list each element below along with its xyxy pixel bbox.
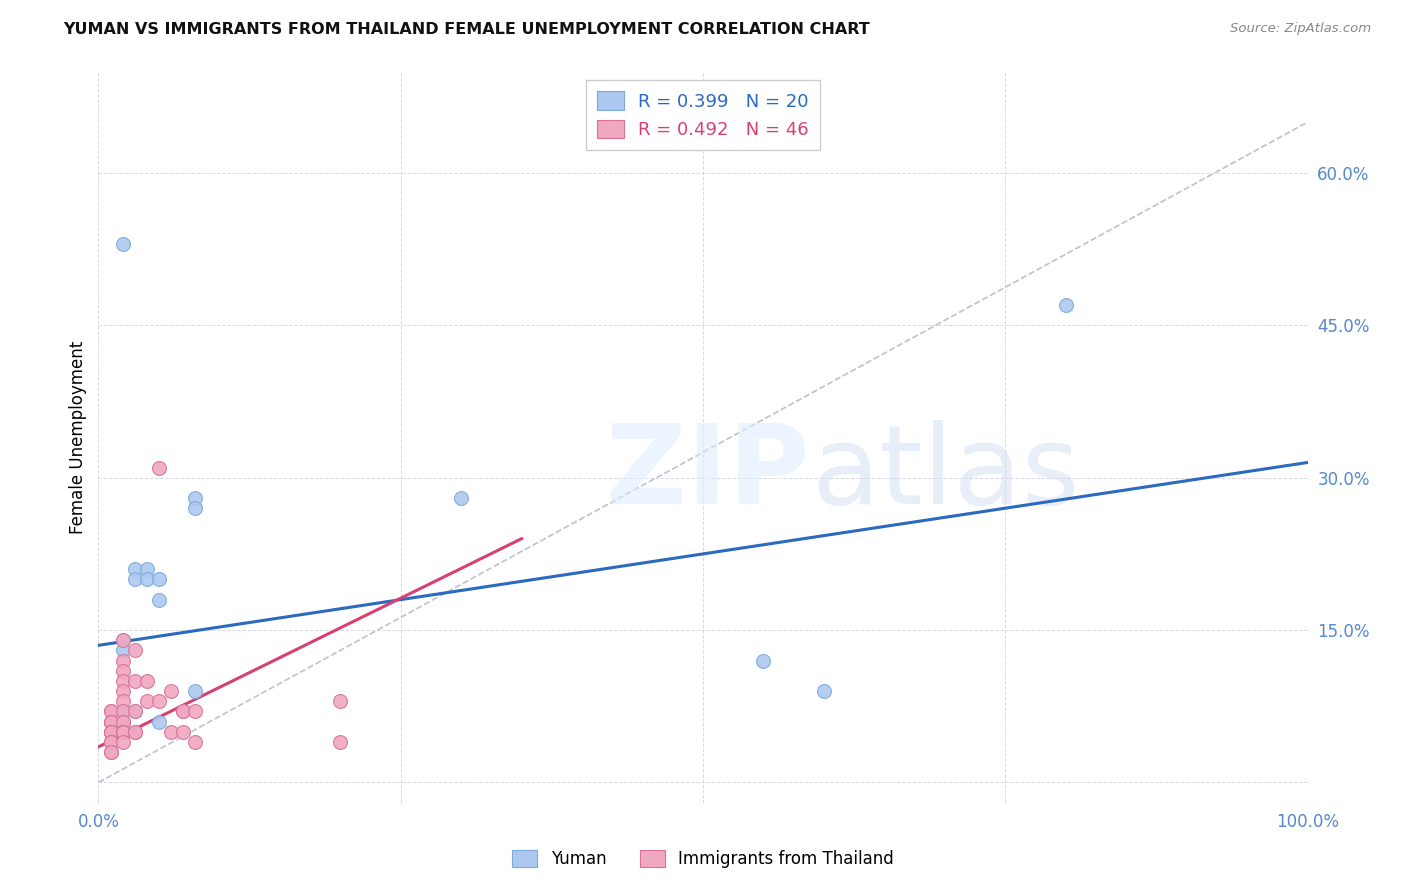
Text: Source: ZipAtlas.com: Source: ZipAtlas.com xyxy=(1230,22,1371,36)
Point xyxy=(111,714,134,729)
Point xyxy=(172,705,194,719)
Point xyxy=(135,673,157,688)
Point xyxy=(752,654,775,668)
Point xyxy=(100,735,122,749)
Point xyxy=(450,491,472,505)
Point xyxy=(160,724,183,739)
Point xyxy=(160,684,183,698)
Point xyxy=(100,714,122,729)
Point xyxy=(813,684,835,698)
Point xyxy=(135,572,157,586)
Point xyxy=(111,724,134,739)
Point xyxy=(148,714,170,729)
Point xyxy=(100,735,122,749)
Point xyxy=(124,705,146,719)
Legend: Yuman, Immigrants from Thailand: Yuman, Immigrants from Thailand xyxy=(506,843,900,875)
Point xyxy=(111,633,134,648)
Point xyxy=(111,643,134,657)
Point xyxy=(100,714,122,729)
Point xyxy=(184,491,207,505)
Point xyxy=(148,592,170,607)
Text: YUMAN VS IMMIGRANTS FROM THAILAND FEMALE UNEMPLOYMENT CORRELATION CHART: YUMAN VS IMMIGRANTS FROM THAILAND FEMALE… xyxy=(63,22,870,37)
Point xyxy=(111,673,134,688)
Legend: R = 0.399   N = 20, R = 0.492   N = 46: R = 0.399 N = 20, R = 0.492 N = 46 xyxy=(586,80,820,150)
Point xyxy=(111,714,134,729)
Point xyxy=(100,724,122,739)
Point xyxy=(111,237,134,252)
Point xyxy=(111,735,134,749)
Point xyxy=(124,643,146,657)
Point xyxy=(100,724,122,739)
Text: ZIP: ZIP xyxy=(606,420,810,527)
Y-axis label: Female Unemployment: Female Unemployment xyxy=(69,341,87,533)
Point xyxy=(135,562,157,576)
Point xyxy=(111,633,134,648)
Point xyxy=(124,572,146,586)
Point xyxy=(172,724,194,739)
Point xyxy=(100,745,122,759)
Point xyxy=(184,501,207,516)
Point xyxy=(184,705,207,719)
Point xyxy=(111,724,134,739)
Point xyxy=(100,735,122,749)
Point xyxy=(148,694,170,708)
Point xyxy=(172,705,194,719)
Point xyxy=(135,694,157,708)
Point xyxy=(100,735,122,749)
Point xyxy=(111,724,134,739)
Point xyxy=(100,745,122,759)
Point xyxy=(111,654,134,668)
Text: atlas: atlas xyxy=(811,420,1080,527)
Point xyxy=(1054,298,1077,312)
Point xyxy=(184,684,207,698)
Point xyxy=(100,724,122,739)
Point xyxy=(111,684,134,698)
Point xyxy=(124,673,146,688)
Point xyxy=(124,705,146,719)
Point xyxy=(184,735,207,749)
Point xyxy=(111,705,134,719)
Point xyxy=(124,724,146,739)
Point xyxy=(100,714,122,729)
Point xyxy=(329,694,352,708)
Point xyxy=(100,705,122,719)
Point xyxy=(100,705,122,719)
Point xyxy=(111,694,134,708)
Point xyxy=(148,572,170,586)
Point xyxy=(124,562,146,576)
Point xyxy=(111,705,134,719)
Point xyxy=(100,724,122,739)
Point xyxy=(111,664,134,678)
Point xyxy=(111,714,134,729)
Point xyxy=(329,735,352,749)
Point xyxy=(148,460,170,475)
Point xyxy=(124,724,146,739)
